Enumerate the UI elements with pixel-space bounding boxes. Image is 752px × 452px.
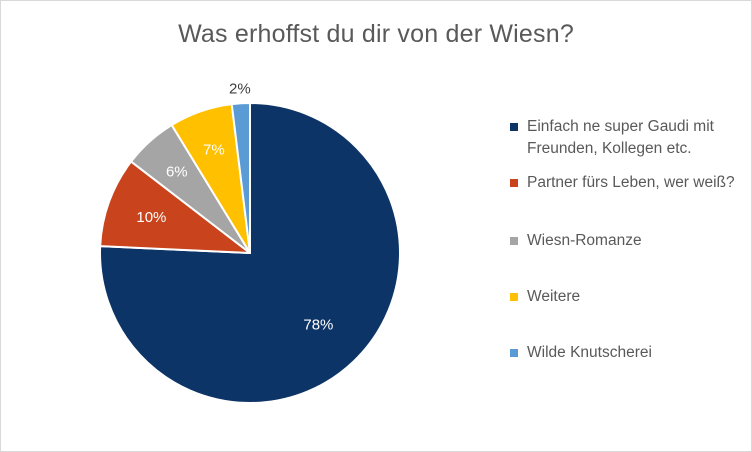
legend-item: Weitere [510,286,746,308]
legend-label: Partner fürs Leben, wer weiß? [527,174,735,191]
legend-item: Partner fürs Leben, wer weiß? [510,172,746,194]
legend-swatch [510,179,518,187]
data-label: 2% [229,80,251,97]
pie-slice [99,160,251,254]
legend-label: Wiesn-Romanze [527,232,642,249]
legend-swatch [510,293,518,301]
legend-label: Wilde Knutscherei [527,344,652,361]
chart-title: Was erhoffst du dir von der Wiesn? [178,20,574,48]
legend-label: Einfach ne super Gaudi mit Freunden, Kol… [527,118,714,157]
legend-item: Wiesn-Romanze [510,230,746,252]
pie-slice [230,101,251,254]
legend-swatch [510,123,518,131]
legend-swatch [510,349,518,357]
legend-label: Weitere [527,288,581,305]
legend-item: Wilde Knutscherei [510,342,746,364]
data-label: 6% [166,164,188,181]
legend-swatch [510,237,518,245]
data-label: 78% [303,317,333,334]
data-label: 10% [136,209,166,226]
data-label: 7% [203,142,225,159]
legend-item: Einfach ne super Gaudi mit Freunden, Kol… [510,116,746,160]
